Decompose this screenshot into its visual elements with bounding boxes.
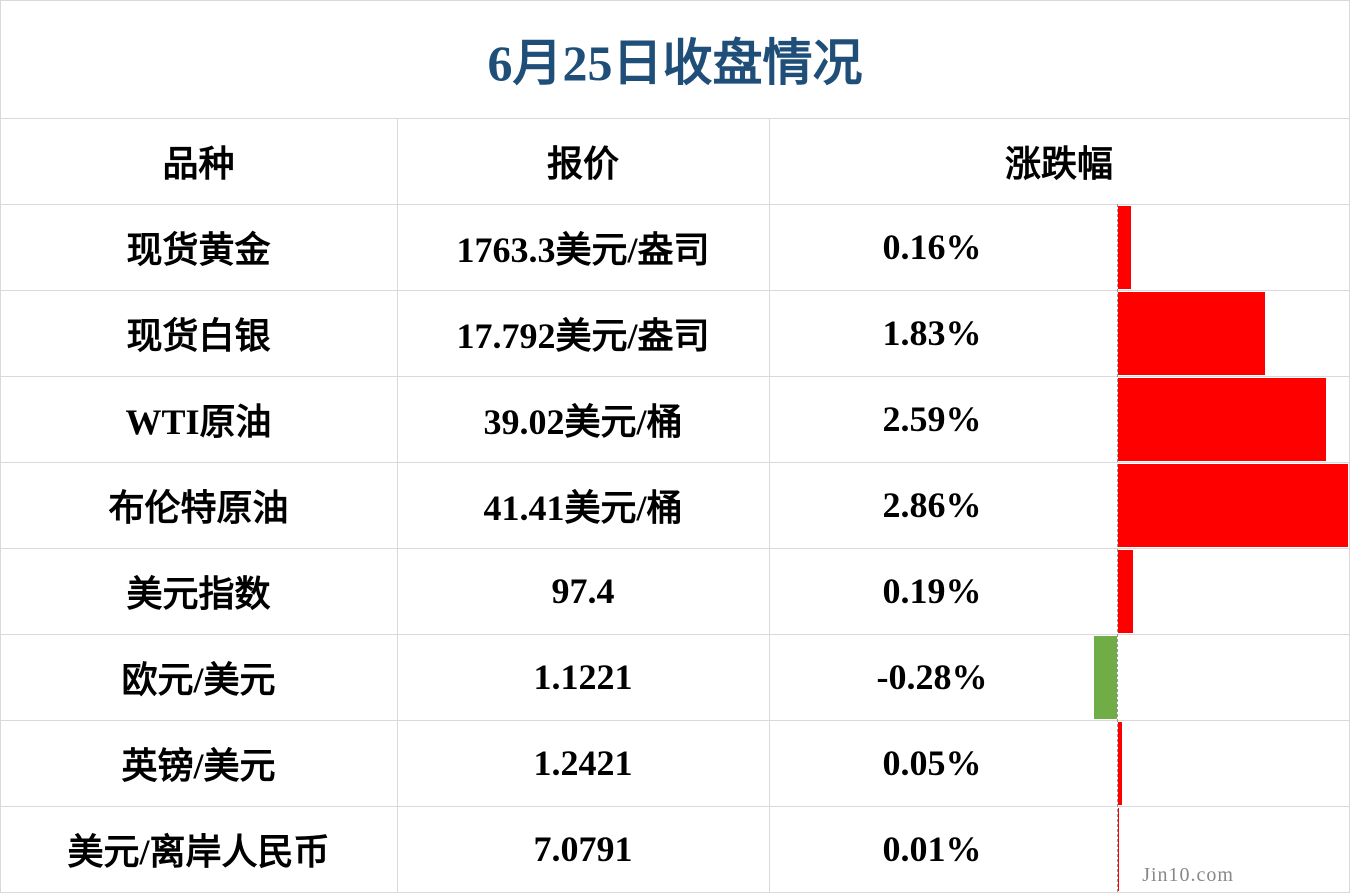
grid-line	[0, 806, 1350, 807]
grid-line	[397, 118, 398, 892]
price-cell: 41.41美元/桶	[483, 488, 683, 528]
change-cell: 0.19%	[882, 571, 982, 611]
name-cell: 现货白银	[126, 316, 271, 356]
grid-line	[769, 118, 770, 892]
name-cell: 布伦特原油	[108, 488, 289, 528]
data-bar	[1094, 636, 1117, 719]
grid-line	[0, 0, 1, 892]
grid-line	[0, 0, 1350, 1]
name-cell: 英镑/美元	[121, 746, 276, 786]
price-cell: 1.2421	[533, 743, 633, 783]
change-cell: 2.59%	[882, 399, 982, 439]
header-cell: 报价	[546, 144, 619, 184]
data-bar	[1118, 378, 1327, 461]
data-bar	[1118, 464, 1348, 547]
grid-line	[0, 462, 1350, 463]
price-cell: 17.792美元/盎司	[456, 316, 710, 356]
change-cell: -0.28%	[876, 657, 988, 697]
name-cell: 美元指数	[126, 574, 271, 614]
axis-line	[1117, 204, 1119, 892]
grid-line	[0, 290, 1350, 291]
grid-line	[0, 548, 1350, 549]
change-cell: 1.83%	[882, 313, 982, 353]
price-cell: 7.0791	[533, 829, 633, 869]
name-cell: 美元/离岸人民币	[67, 832, 330, 872]
name-cell: 现货黄金	[126, 230, 271, 270]
data-bar	[1118, 206, 1131, 289]
data-bar	[1118, 292, 1266, 375]
change-cell: 2.86%	[882, 485, 982, 525]
price-cell: 39.02美元/桶	[483, 402, 683, 442]
grid-line	[0, 634, 1350, 635]
data-bar	[1118, 808, 1119, 891]
grid-line	[0, 720, 1350, 721]
price-cell: 1763.3美元/盎司	[456, 230, 710, 270]
change-cell: 0.05%	[882, 743, 982, 783]
change-cell: 0.16%	[882, 227, 982, 267]
grid-line	[0, 118, 1350, 119]
grid-line	[0, 376, 1350, 377]
price-cell: 97.4	[551, 571, 615, 611]
title: 6月25日收盘情况	[487, 35, 863, 91]
watermark: Jin10.com	[1142, 864, 1234, 886]
price-cell: 1.1221	[533, 657, 633, 697]
data-bar	[1118, 722, 1123, 805]
change-cell: 0.01%	[882, 829, 982, 869]
header-cell: 涨跌幅	[1004, 144, 1113, 184]
name-cell: WTI原油	[125, 402, 272, 442]
name-cell: 欧元/美元	[121, 660, 276, 700]
header-cell: 品种	[162, 144, 235, 184]
grid-line	[0, 204, 1350, 205]
data-bar	[1118, 550, 1134, 633]
